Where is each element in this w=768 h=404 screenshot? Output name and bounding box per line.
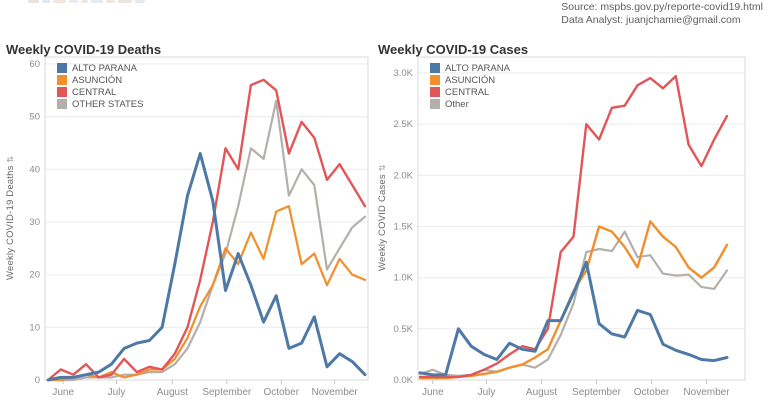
deaths-chart-panel: Weekly COVID-19 Deaths Weekly COVID-19 D… <box>4 42 374 402</box>
x-tick-label: August <box>157 387 188 398</box>
legend-item-other-states[interactable]: OTHER STATES <box>57 98 144 110</box>
legend-swatch-alto-parana <box>57 63 67 73</box>
chart-title-cases: Weekly COVID-19 Cases <box>378 42 529 57</box>
series-line-alto-parana[interactable] <box>46 152 367 382</box>
y-tick-label: 60 <box>29 59 40 70</box>
y-tick-label: 2.5K <box>393 119 413 130</box>
legend-swatch-other <box>430 99 440 109</box>
legend-label: ASUNCIÓN <box>445 74 496 86</box>
y-tick-label: 50 <box>29 112 40 123</box>
series-line-other-states[interactable] <box>46 99 367 382</box>
legend-swatch-central <box>57 87 67 97</box>
y-tick-label: 10 <box>29 322 40 333</box>
clipped-header-remnant <box>28 0 158 4</box>
legend-item-alto-parana[interactable]: ALTO PARANA <box>430 62 510 74</box>
legend-swatch-central <box>430 87 440 97</box>
legend-swatch-asuncion <box>57 75 67 85</box>
header-fragment <box>135 0 145 3</box>
y-tick-label: 0.5K <box>393 324 413 335</box>
legend-label: OTHER STATES <box>72 98 144 110</box>
y-tick-label: 1.0K <box>393 273 413 284</box>
x-tick-label: November <box>312 387 359 398</box>
cases-line-chart[interactable]: 0.0K 0.5K 1.0K 1.5K 2.0K 2.5K 3.0K June July Augu… <box>376 56 768 402</box>
analyst-line: Data Analyst: juanjchamie@gmail.com <box>561 14 741 26</box>
header-fragment <box>106 0 115 3</box>
x-tick-label: July <box>108 387 126 398</box>
legend-swatch-alto-parana <box>430 63 440 73</box>
source-line: Source: mspbs.gov.py/reporte-covid19.htm… <box>561 1 763 13</box>
legend-label: ASUNCIÓN <box>72 74 123 86</box>
legend-label: Other <box>445 98 469 110</box>
legend-label: ALTO PARANA <box>72 62 137 74</box>
legend-deaths: ALTO PARANA ASUNCIÓN CENTRAL OTHER STATES <box>57 62 144 110</box>
header-fragment <box>69 0 78 3</box>
series-line-asuncion[interactable] <box>46 205 367 382</box>
legend-swatch-asuncion <box>430 75 440 85</box>
plot-border <box>44 56 369 381</box>
chart-title-deaths: Weekly COVID-19 Deaths <box>6 42 162 57</box>
plot-border <box>417 56 746 381</box>
header-fragment <box>28 0 39 3</box>
y-tick-label: 20 <box>29 270 40 281</box>
legend-label: CENTRAL <box>72 86 117 98</box>
x-tick-label: October <box>634 387 670 398</box>
header-fragment <box>53 0 66 3</box>
y-tick-label: 2.0K <box>393 170 413 181</box>
y-tick-label: 40 <box>29 164 40 175</box>
legend-item-central[interactable]: CENTRAL <box>57 86 143 98</box>
header-fragment <box>81 0 88 3</box>
x-tick-label: September <box>202 387 252 398</box>
series-line-central[interactable] <box>46 78 367 382</box>
x-tick-label: September <box>572 387 622 398</box>
legend-item-asuncion[interactable]: ASUNCIÓN <box>430 74 510 86</box>
legend-item-central[interactable]: CENTRAL <box>430 86 510 98</box>
series-line-central[interactable] <box>418 74 729 379</box>
legend-label: CENTRAL <box>445 86 490 98</box>
legend-item-asuncion[interactable]: ASUNCIÓN <box>57 74 143 86</box>
y-tick-label: 0 <box>35 375 40 386</box>
cases-chart-panel: Weekly COVID-19 Cases Weekly COVID Cases… <box>376 42 768 402</box>
y-tick-label: 30 <box>29 217 40 228</box>
y-tick-label: 1.5K <box>393 222 413 233</box>
y-tick-label: 3.0K <box>393 68 413 79</box>
x-tick-label: July <box>478 387 496 398</box>
header-fragment <box>91 0 103 3</box>
legend-item-other[interactable]: Other <box>430 98 510 110</box>
x-tick-label: November <box>683 387 730 398</box>
header-fragment <box>118 0 132 3</box>
legend-cases: ALTO PARANA ASUNCIÓN CENTRAL Other <box>430 62 510 110</box>
legend-item-alto-parana[interactable]: ALTO PARANA <box>57 62 143 74</box>
series-line-alto-parana[interactable] <box>418 260 729 377</box>
x-tick-label: October <box>264 387 300 398</box>
x-tick-label: June <box>52 387 74 398</box>
header-fragment <box>42 0 50 3</box>
legend-swatch-other-states <box>57 99 67 109</box>
deaths-line-chart[interactable]: 0 10 20 30 40 50 60 June July August September Octo… <box>4 56 374 402</box>
source-info: Source: mspbs.gov.py/reporte-covid19.htm… <box>561 1 763 27</box>
legend-label: ALTO PARANA <box>445 62 510 74</box>
x-tick-label: June <box>422 387 444 398</box>
x-tick-label: August <box>526 387 557 398</box>
y-tick-label: 0.0K <box>393 375 413 386</box>
